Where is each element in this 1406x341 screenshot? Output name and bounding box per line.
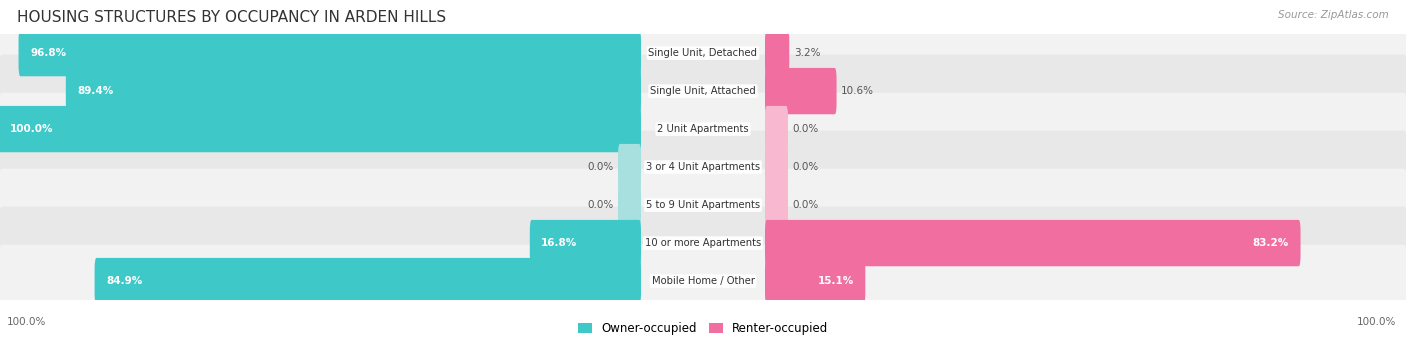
Text: Source: ZipAtlas.com: Source: ZipAtlas.com [1278, 10, 1389, 20]
Text: 3 or 4 Unit Apartments: 3 or 4 Unit Apartments [645, 162, 761, 172]
FancyBboxPatch shape [765, 258, 865, 304]
FancyBboxPatch shape [0, 93, 1406, 166]
Text: 100.0%: 100.0% [10, 124, 53, 134]
Text: 0.0%: 0.0% [793, 200, 818, 210]
FancyBboxPatch shape [0, 168, 1406, 241]
FancyBboxPatch shape [765, 220, 1301, 266]
Legend: Owner-occupied, Renter-occupied: Owner-occupied, Renter-occupied [578, 322, 828, 335]
FancyBboxPatch shape [18, 30, 641, 76]
Text: 89.4%: 89.4% [77, 86, 114, 96]
Text: 0.0%: 0.0% [588, 200, 613, 210]
FancyBboxPatch shape [0, 207, 1406, 280]
Text: Mobile Home / Other: Mobile Home / Other [651, 276, 755, 286]
Text: HOUSING STRUCTURES BY OCCUPANCY IN ARDEN HILLS: HOUSING STRUCTURES BY OCCUPANCY IN ARDEN… [17, 10, 446, 25]
Text: 84.9%: 84.9% [105, 276, 142, 286]
Text: 100.0%: 100.0% [1357, 317, 1396, 327]
FancyBboxPatch shape [765, 182, 787, 228]
FancyBboxPatch shape [765, 68, 837, 114]
Text: 15.1%: 15.1% [817, 276, 853, 286]
Text: 0.0%: 0.0% [588, 162, 613, 172]
FancyBboxPatch shape [0, 106, 641, 152]
Text: 0.0%: 0.0% [793, 162, 818, 172]
Text: 96.8%: 96.8% [30, 48, 66, 58]
Text: 10 or more Apartments: 10 or more Apartments [645, 238, 761, 248]
Text: 100.0%: 100.0% [7, 317, 46, 327]
FancyBboxPatch shape [94, 258, 641, 304]
FancyBboxPatch shape [66, 68, 641, 114]
Text: 83.2%: 83.2% [1253, 238, 1289, 248]
FancyBboxPatch shape [0, 131, 1406, 204]
FancyBboxPatch shape [0, 55, 1406, 128]
Text: 16.8%: 16.8% [541, 238, 578, 248]
FancyBboxPatch shape [619, 144, 641, 190]
Text: 3.2%: 3.2% [794, 48, 820, 58]
FancyBboxPatch shape [619, 182, 641, 228]
Text: Single Unit, Detached: Single Unit, Detached [648, 48, 758, 58]
FancyBboxPatch shape [0, 244, 1406, 317]
FancyBboxPatch shape [765, 144, 787, 190]
FancyBboxPatch shape [765, 106, 787, 152]
Text: 5 to 9 Unit Apartments: 5 to 9 Unit Apartments [645, 200, 761, 210]
Text: 0.0%: 0.0% [793, 124, 818, 134]
FancyBboxPatch shape [0, 17, 1406, 90]
Text: 10.6%: 10.6% [841, 86, 875, 96]
FancyBboxPatch shape [765, 30, 789, 76]
Text: 2 Unit Apartments: 2 Unit Apartments [657, 124, 749, 134]
FancyBboxPatch shape [530, 220, 641, 266]
Text: Single Unit, Attached: Single Unit, Attached [650, 86, 756, 96]
